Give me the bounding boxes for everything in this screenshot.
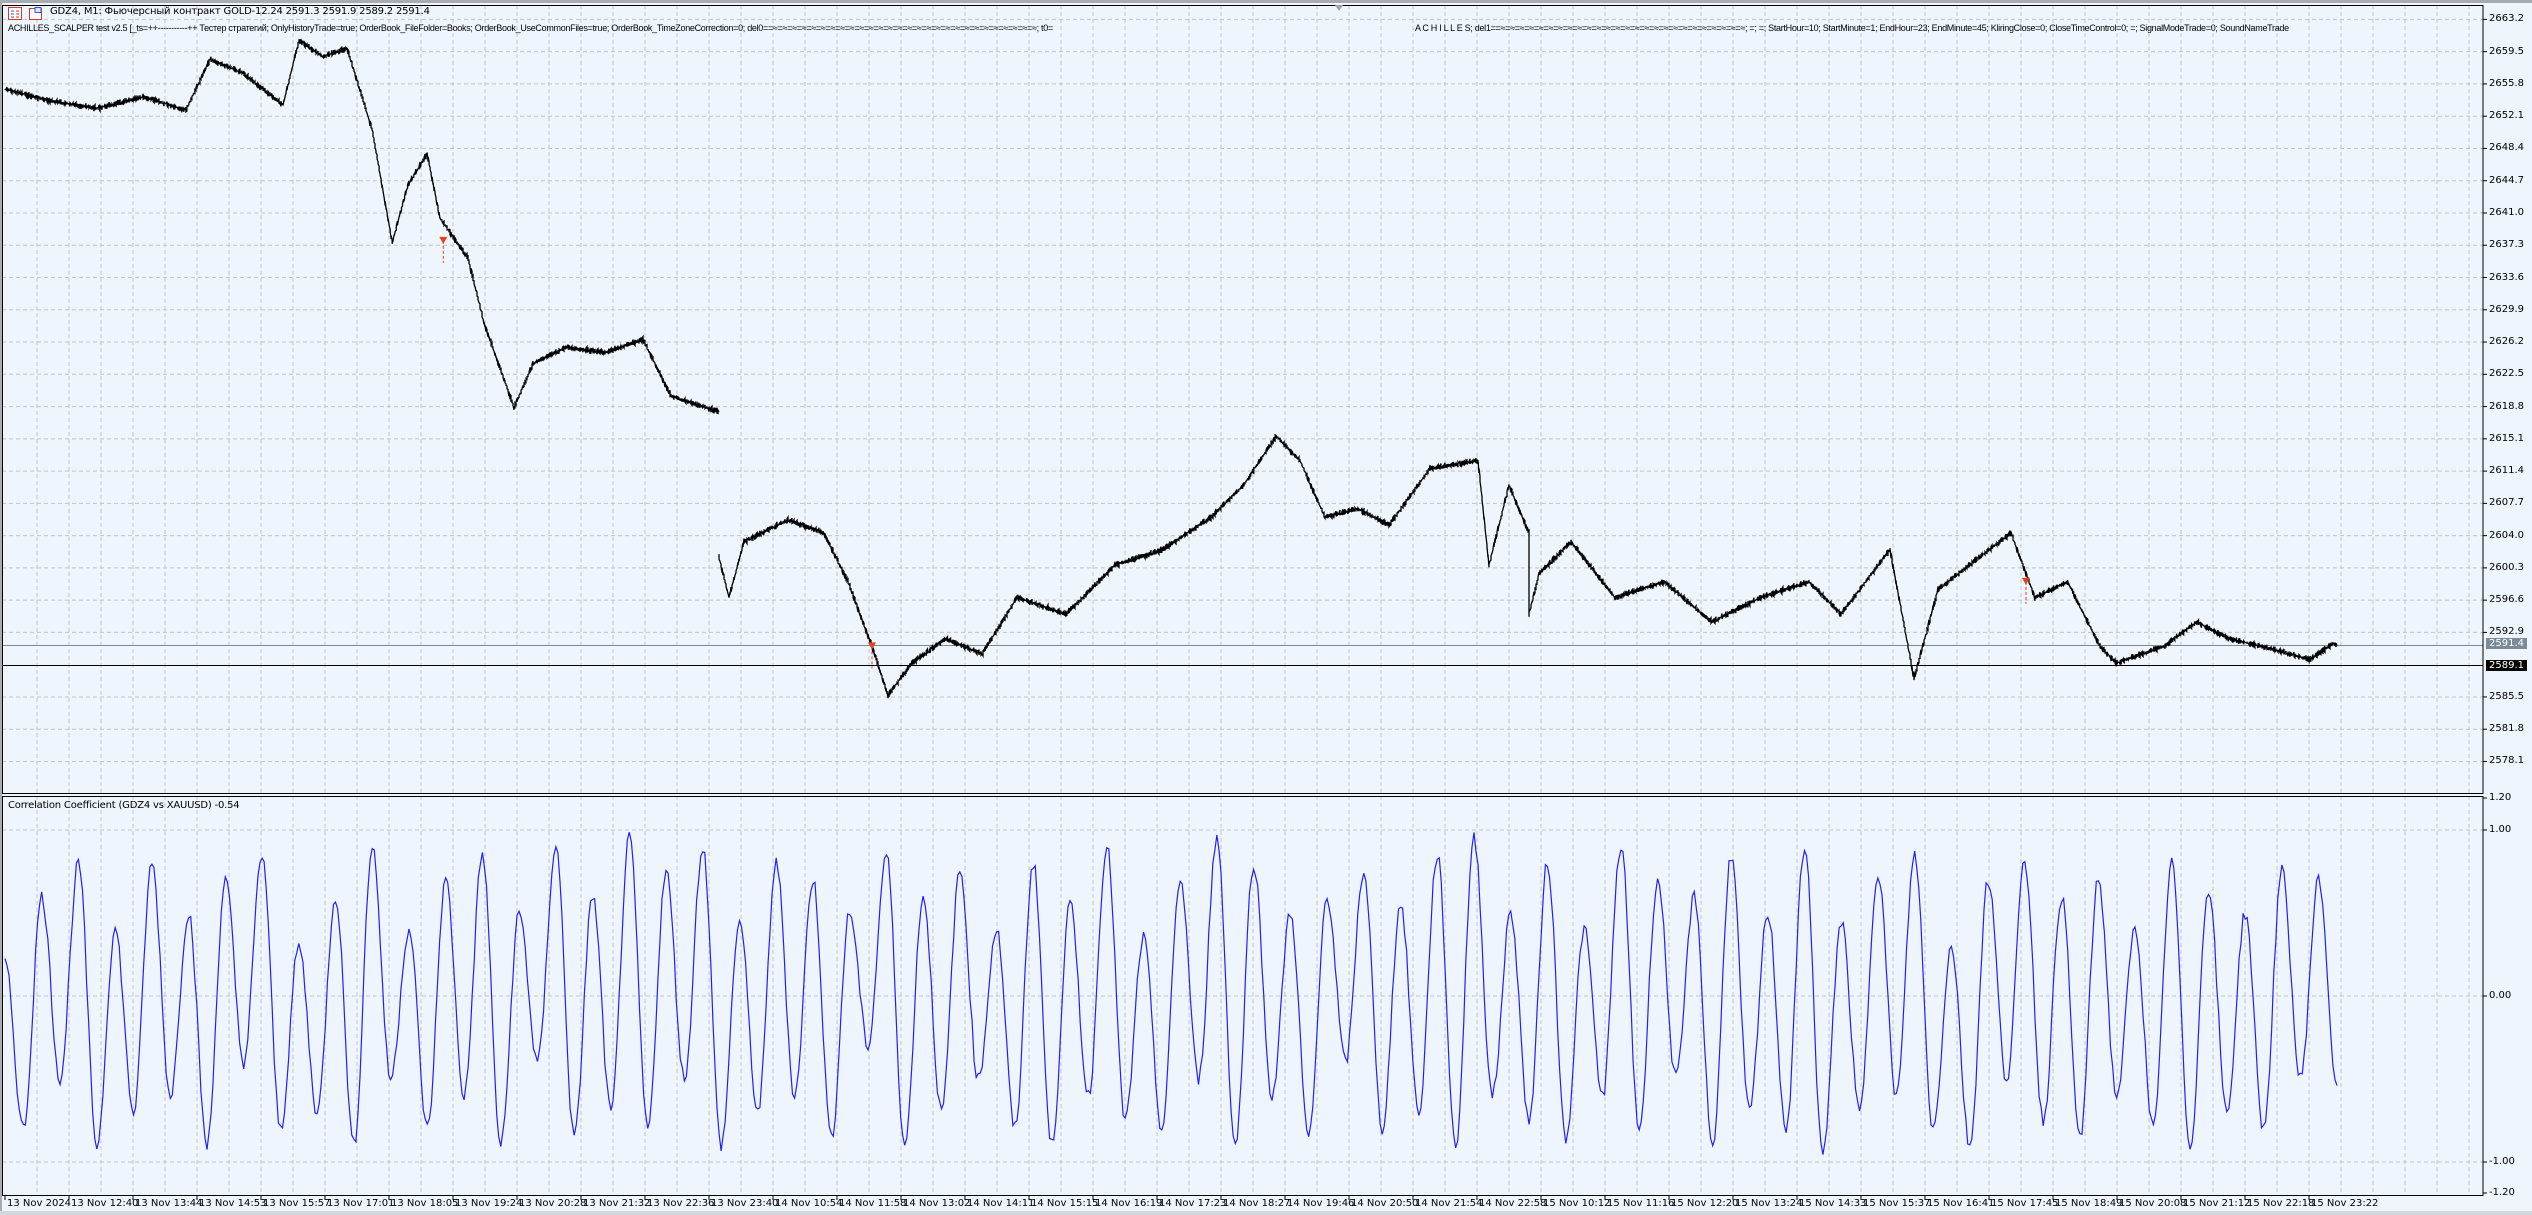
correlation-line [4,832,2338,1155]
price-tick-label: 2585.5 [2489,690,2524,702]
time-tick-label: 15 Nov 22:18 [2247,1198,2315,1209]
strategy-tester-icon[interactable] [29,5,43,20]
price-tick-label: 2611.4 [2489,465,2524,477]
time-tick-label: 13 Nov 17:01 [327,1198,395,1209]
time-tick-label: 14 Nov 17:23 [1159,1198,1227,1209]
time-tick-label: 13 Nov 20:28 [519,1198,587,1209]
indicator-tick-label: -1.00 [2489,1156,2515,1167]
indicator-tick-label: 1.20 [2489,792,2512,803]
price-line [718,433,2338,699]
price-line [4,38,720,415]
grid [2,5,2487,1200]
price-tick-label: 2618.8 [2489,400,2524,412]
time-tick-label: 15 Nov 14:33 [1799,1198,1867,1209]
price-tick-label: 2663.2 [2489,13,2524,25]
main-chart-frame [2,5,2484,794]
price-tick-label: 2652.1 [2489,110,2524,122]
price-tick-label: 2622.5 [2489,368,2524,380]
price-tick-label: 2581.8 [2489,723,2524,735]
price-tick-label: 2633.6 [2489,271,2524,283]
time-tick-label: 15 Nov 21:12 [2183,1198,2251,1209]
indicator-tick-label: 0.00 [2489,990,2512,1001]
time-tick-label: 13 Nov 14:53 [199,1198,267,1209]
price-tick-label: 2629.9 [2489,303,2524,315]
time-tick-label: 14 Nov 19:46 [1287,1198,1355,1209]
indicator-frame [2,796,2484,1196]
time-tick-label: 13 Nov 18:05 [391,1198,459,1209]
price-tick-label: 2641.0 [2489,206,2524,218]
time-tick-label: 14 Nov 21:54 [1415,1198,1483,1209]
chart-shift-triangle-icon[interactable] [1335,5,1343,11]
ask-price-label: 2589.1 [2486,659,2527,671]
price-tick-label: 2648.4 [2489,142,2524,154]
window-bottom-border [0,1211,2532,1215]
indicator-title: Correlation Coefficient (GDZ4 vs XAUUSD)… [8,800,240,811]
sell-arrow-icon[interactable] [2022,577,2030,585]
time-tick-label: 13 Nov 22:36 [647,1198,715,1209]
price-tick-label: 2592.9 [2489,626,2524,638]
time-tick-label: 15 Nov 23:22 [2311,1198,2379,1209]
price-series [4,38,2338,699]
expert-params-line-2: A C H I L L E S; del1==≈=≈=≈=≈=≈=≈=≈=≈=≈… [1415,23,2289,33]
time-tick-label: 15 Nov 15:37 [1863,1198,1931,1209]
time-tick-label: 15 Nov 10:12 [1543,1198,1611,1209]
sell-arrow-icon[interactable] [868,642,876,650]
panel-frames [2,5,2484,1196]
bid-price-label: 2591.4 [2486,638,2527,650]
sell-arrow-icon[interactable] [439,236,448,244]
price-tick-label: 2578.1 [2489,755,2524,767]
time-tick-label: 14 Nov 11:58 [839,1198,907,1209]
price-tick-label: 2626.2 [2489,336,2524,348]
time-tick-label: 13 Nov 15:57 [263,1198,331,1209]
time-tick-label: 14 Nov 13:02 [903,1198,971,1209]
time-tick-label: 15 Nov 11:16 [1607,1198,1675,1209]
price-tick-label: 2596.6 [2489,594,2524,606]
price-tick-label: 2644.7 [2489,174,2524,186]
correlation-series [4,832,2338,1155]
time-tick-label: 15 Nov 16:41 [1927,1198,1995,1209]
time-tick-label: 13 Nov 13:44 [135,1198,203,1209]
chart-title: GDZ4, M1: Фьючерсный контракт GOLD-12.24… [50,6,430,17]
time-tick-label: 13 Nov 12:40 [71,1198,139,1209]
time-tick-label: 15 Nov 17:45 [1991,1198,2059,1209]
time-tick-label: 13 Nov 19:24 [455,1198,523,1209]
time-tick-label: 14 Nov 20:50 [1351,1198,1419,1209]
time-tick-label: 15 Nov 18:49 [2055,1198,2123,1209]
price-level-lines [2,644,2483,667]
time-tick-label: 13 Nov 23:40 [711,1198,779,1209]
time-tick-label: 15 Nov 13:24 [1735,1198,1803,1209]
price-tick-label: 2659.5 [2489,45,2524,57]
time-tick-label: 14 Nov 10:54 [775,1198,843,1209]
time-tick-label: 13 Nov 2024 [7,1198,72,1209]
time-tick-label: 13 Nov 21:32 [583,1198,651,1209]
price-tick-label: 2615.1 [2489,432,2524,444]
trade-markers [439,236,2030,669]
time-tick-label: 14 Nov 18:27 [1223,1198,1291,1209]
time-tick-label: 15 Nov 20:08 [2119,1198,2187,1209]
one-click-trading-icon[interactable] [8,5,22,20]
time-tick-label: 14 Nov 22:58 [1479,1198,1547,1209]
price-tick-label: 2607.7 [2489,497,2524,509]
price-tick-label: 2604.0 [2489,529,2524,541]
window-left-border [0,0,2,1215]
time-tick-label: 15 Nov 12:20 [1671,1198,1739,1209]
time-tick-label: 14 Nov 14:11 [967,1198,1035,1209]
indicator-tick-label: 1.00 [2489,824,2512,835]
indicator-tick-label: -1.20 [2489,1187,2515,1198]
price-tick-label: 2637.3 [2489,239,2524,251]
price-tick-label: 2600.3 [2489,561,2524,573]
time-tick-label: 14 Nov 15:15 [1031,1198,1099,1209]
expert-params-line-1: ACHILLES_SCALPER test v2.5 [_ts=++------… [8,23,1053,33]
window-top-border [0,0,2532,3]
time-tick-label: 14 Nov 16:19 [1095,1198,1163,1209]
price-tick-label: 2655.8 [2489,77,2524,89]
